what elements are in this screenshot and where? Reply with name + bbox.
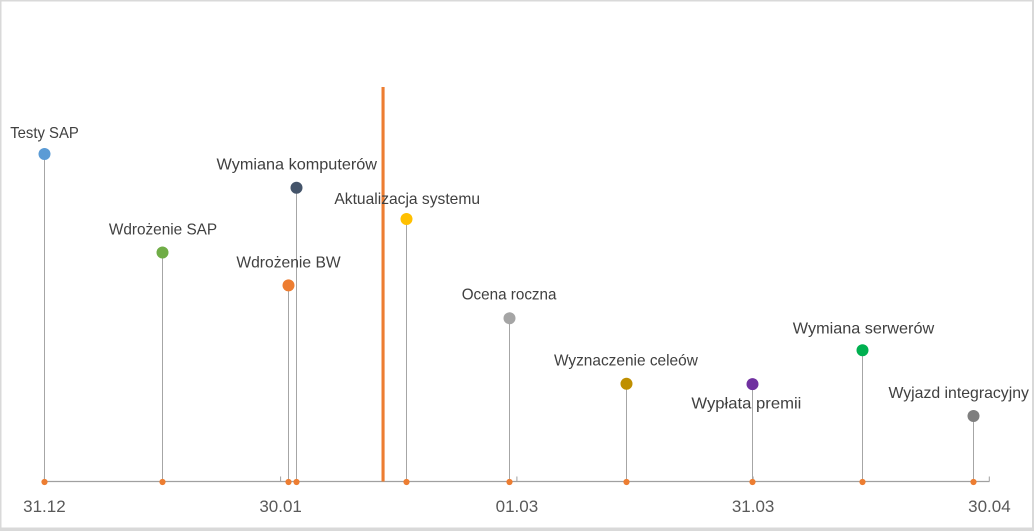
svg-text:31.12: 31.12	[23, 497, 66, 516]
svg-text:31.03: 31.03	[732, 497, 775, 516]
svg-text:01.03: 01.03	[496, 497, 539, 516]
svg-text:Wdrożenie BW: Wdrożenie BW	[236, 254, 341, 271]
svg-text:30.01: 30.01	[259, 497, 302, 516]
svg-text:Wyjazd integracyjny: Wyjazd integracyjny	[888, 385, 1029, 402]
svg-text:30.04: 30.04	[968, 497, 1011, 516]
svg-text:Wyznaczenie celeów: Wyznaczenie celeów	[554, 352, 698, 369]
svg-text:Wymiana serwerów: Wymiana serwerów	[793, 321, 935, 338]
svg-text:Aktualizacja systemu: Aktualizacja systemu	[334, 191, 480, 208]
svg-text:Wdrożenie SAP: Wdrożenie SAP	[109, 221, 217, 238]
svg-text:Ocena roczna: Ocena roczna	[462, 286, 557, 303]
svg-text:Testy SAP: Testy SAP	[10, 125, 79, 142]
svg-text:Wymiana komputerów: Wymiana komputerów	[217, 156, 378, 173]
svg-text:Wypłata premii: Wypłata premii	[691, 395, 801, 412]
